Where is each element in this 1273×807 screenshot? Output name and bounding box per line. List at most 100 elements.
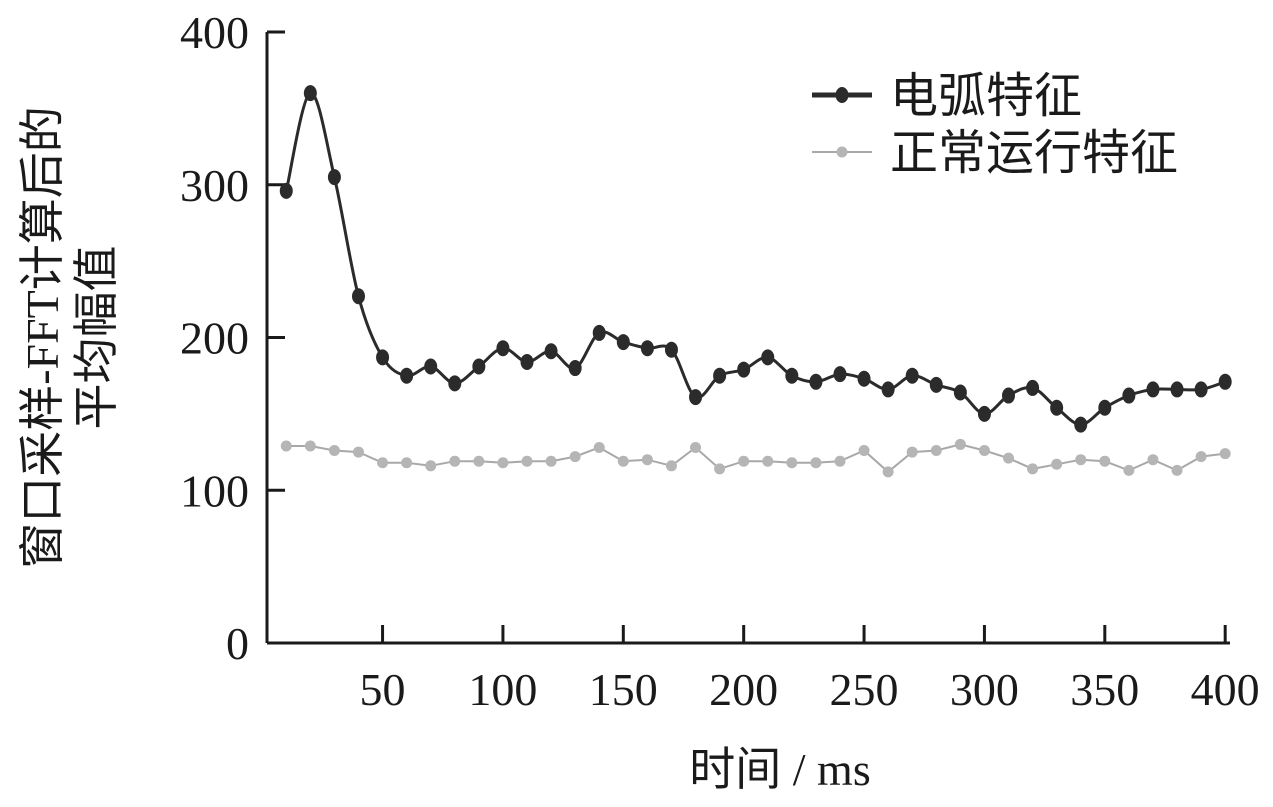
data-point: [1171, 464, 1183, 476]
data-point: [857, 370, 871, 387]
data-point: [280, 440, 292, 452]
data-point: [809, 373, 823, 390]
data-point: [545, 455, 557, 467]
y-tick-label: 100: [180, 465, 249, 516]
data-point: [569, 451, 581, 463]
data-point: [713, 367, 727, 384]
series-line: [286, 443, 1226, 474]
data-point: [930, 445, 942, 457]
x-tick-label: 150: [589, 664, 658, 715]
data-point: [568, 360, 582, 377]
data-point: [834, 455, 846, 467]
data-point: [810, 457, 822, 469]
data-point: [424, 358, 438, 375]
data-point: [761, 349, 775, 366]
data-point: [833, 366, 847, 383]
series-layer: [279, 85, 1232, 478]
data-point: [617, 455, 629, 467]
data-point: [1170, 381, 1184, 398]
x-tick-label: 200: [709, 664, 778, 715]
data-point: [425, 460, 437, 472]
data-point: [401, 457, 413, 469]
y-axis-title-line: 平均幅值: [71, 246, 122, 430]
data-point: [303, 85, 317, 102]
data-point: [1075, 454, 1087, 466]
data-point: [521, 455, 533, 467]
legend-swatch-marker: [835, 87, 849, 103]
data-point: [1002, 387, 1016, 404]
data-point: [449, 455, 461, 467]
data-point: [1027, 463, 1039, 475]
y-tick-label: 300: [180, 160, 249, 211]
data-point: [1026, 379, 1040, 396]
data-point: [858, 445, 870, 457]
y-axis-title: 窗口采样-FFT计算后的 平均幅值: [17, 106, 122, 569]
data-point: [304, 440, 316, 452]
legend-label: 电弧特征: [890, 70, 1082, 123]
data-point: [1146, 381, 1160, 398]
data-point: [1098, 399, 1112, 416]
data-point: [376, 349, 390, 366]
data-point: [1123, 464, 1135, 476]
data-point: [593, 441, 605, 453]
data-point: [1218, 373, 1232, 390]
data-point: [905, 367, 919, 384]
data-point: [1219, 448, 1231, 460]
x-axis-title: 时间 / ms: [689, 744, 870, 795]
data-point: [1194, 381, 1208, 398]
data-point: [786, 457, 798, 469]
x-tick-label: 50: [360, 664, 406, 715]
data-point: [641, 454, 653, 466]
data-point: [953, 384, 967, 401]
data-point: [881, 381, 895, 398]
data-point: [1147, 454, 1159, 466]
x-tick-label: 250: [830, 664, 899, 715]
x-tick-label: 100: [468, 664, 537, 715]
legend-item: 电弧特征: [812, 70, 1082, 123]
legend-swatch-marker: [836, 146, 848, 158]
data-point: [1122, 387, 1136, 404]
data-point: [496, 340, 510, 357]
x-tick-label: 300: [950, 664, 1019, 715]
data-point: [665, 460, 677, 472]
legend-label: 正常运行特征: [890, 127, 1178, 180]
data-point: [906, 446, 918, 458]
data-point: [954, 438, 966, 450]
x-tick-label: 350: [1070, 664, 1139, 715]
data-point: [352, 446, 364, 458]
data-point: [544, 343, 558, 360]
data-point: [977, 405, 991, 422]
data-point: [929, 376, 943, 393]
data-point: [640, 340, 654, 357]
data-point: [1051, 458, 1063, 470]
y-axis-title-line: 窗口采样-FFT计算后的: [17, 106, 68, 569]
data-point: [616, 334, 630, 351]
data-point: [978, 445, 990, 457]
data-point: [351, 288, 365, 305]
data-point: [1003, 452, 1015, 464]
data-point: [689, 389, 703, 406]
data-point: [737, 361, 751, 378]
data-point: [738, 455, 750, 467]
data-point: [785, 367, 799, 384]
data-point: [473, 455, 485, 467]
data-point: [400, 367, 414, 384]
data-point: [690, 441, 702, 453]
data-point: [664, 341, 678, 358]
data-point: [1050, 399, 1064, 416]
data-point: [1195, 451, 1207, 463]
data-point: [592, 324, 606, 341]
data-point: [1099, 455, 1111, 467]
data-point: [472, 358, 486, 375]
data-point: [882, 466, 894, 478]
data-point: [279, 182, 293, 199]
data-point: [377, 457, 389, 469]
data-point: [520, 353, 534, 370]
legend-item: 正常运行特征: [812, 127, 1178, 180]
y-tick-label: 200: [180, 313, 249, 364]
series-1: [279, 85, 1232, 433]
y-tick-label: 0: [226, 618, 249, 669]
x-tick-label: 400: [1191, 664, 1260, 715]
data-point: [714, 463, 726, 475]
